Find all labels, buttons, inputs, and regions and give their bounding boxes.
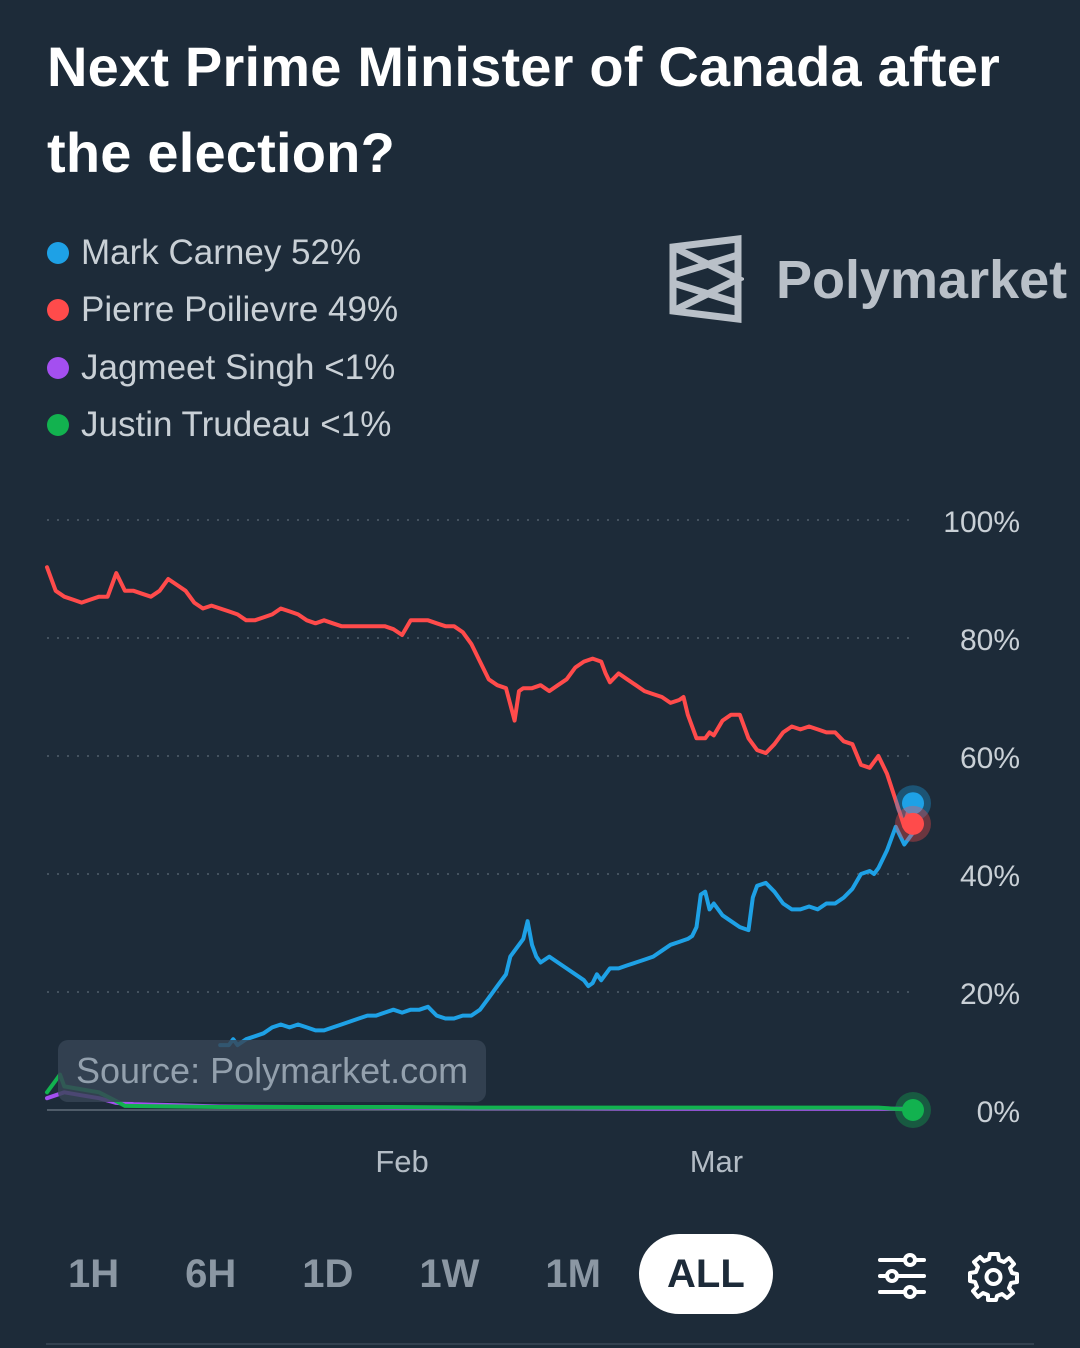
polymarket-logo: Polymarket	[668, 234, 1067, 326]
chart-legend: Mark Carney 52% Pierre Poilievre 49% Jag…	[47, 224, 398, 454]
range-1w-button[interactable]: 1W	[419, 1251, 480, 1296]
x-tick-label: Feb	[375, 1144, 428, 1179]
legend-dot-trudeau	[47, 414, 69, 437]
endpoint-marker	[902, 792, 924, 815]
legend-item-singh: Jagmeet Singh <1%	[47, 339, 398, 397]
source-label: Source: Polymarket.com	[58, 1040, 487, 1102]
y-tick-label: 80%	[960, 624, 1020, 657]
bottom-divider	[46, 1343, 1034, 1345]
legend-dot-carney	[47, 241, 69, 264]
series-line-pierre-poilievre	[45, 565, 915, 829]
legend-dot-poilievre	[47, 299, 69, 322]
legend-item-carney: Mark Carney 52%	[47, 224, 398, 282]
polymarket-logo-icon	[669, 235, 744, 323]
chart-series	[45, 565, 915, 1112]
page-title: Next Prime Minister of Canada after the …	[47, 35, 1001, 184]
series-line-mark-carney	[218, 824, 915, 1048]
line-chart: 100% 80% 60% 40% 20% 0% Feb Mar	[45, 506, 1020, 1179]
range-1d-button[interactable]: 1D	[302, 1251, 354, 1296]
y-tick-label: 0%	[977, 1096, 1020, 1129]
gear-icon[interactable]	[968, 1250, 1020, 1302]
y-tick-label: 100%	[943, 506, 1020, 539]
x-axis-ticks: Feb Mar	[375, 1144, 743, 1179]
range-6h-button[interactable]: 6H	[185, 1251, 237, 1296]
legend-item-trudeau: Justin Trudeau <1%	[47, 397, 398, 455]
chart-grid	[47, 519, 913, 1111]
x-tick-label: Mar	[690, 1144, 743, 1179]
y-axis-ticks: 100% 80% 60% 40% 20% 0%	[943, 506, 1020, 1129]
chart-endpoints	[895, 785, 931, 1128]
brand-name: Polymarket	[776, 250, 1068, 310]
sliders-icon[interactable]	[876, 1250, 928, 1302]
y-tick-label: 40%	[960, 860, 1020, 893]
legend-label-trudeau: Justin Trudeau <1%	[81, 405, 392, 445]
time-range-selector: 1H 6H 1D 1W 1M ALL	[40, 1233, 783, 1315]
legend-label-carney: Mark Carney 52%	[81, 232, 362, 272]
legend-item-poilievre: Pierre Poilievre 49%	[47, 282, 398, 340]
endpoint-marker	[902, 812, 924, 835]
y-tick-label: 60%	[960, 742, 1020, 775]
range-all-button[interactable]: ALL	[639, 1234, 773, 1314]
legend-label-singh: Jagmeet Singh <1%	[81, 347, 396, 387]
legend-dot-singh	[47, 356, 69, 379]
legend-label-poilievre: Pierre Poilievre 49%	[81, 290, 399, 330]
range-1m-button[interactable]: 1M	[545, 1251, 601, 1296]
endpoint-marker	[902, 1099, 924, 1121]
y-tick-label: 20%	[960, 978, 1020, 1011]
range-1h-button[interactable]: 1H	[68, 1251, 120, 1296]
